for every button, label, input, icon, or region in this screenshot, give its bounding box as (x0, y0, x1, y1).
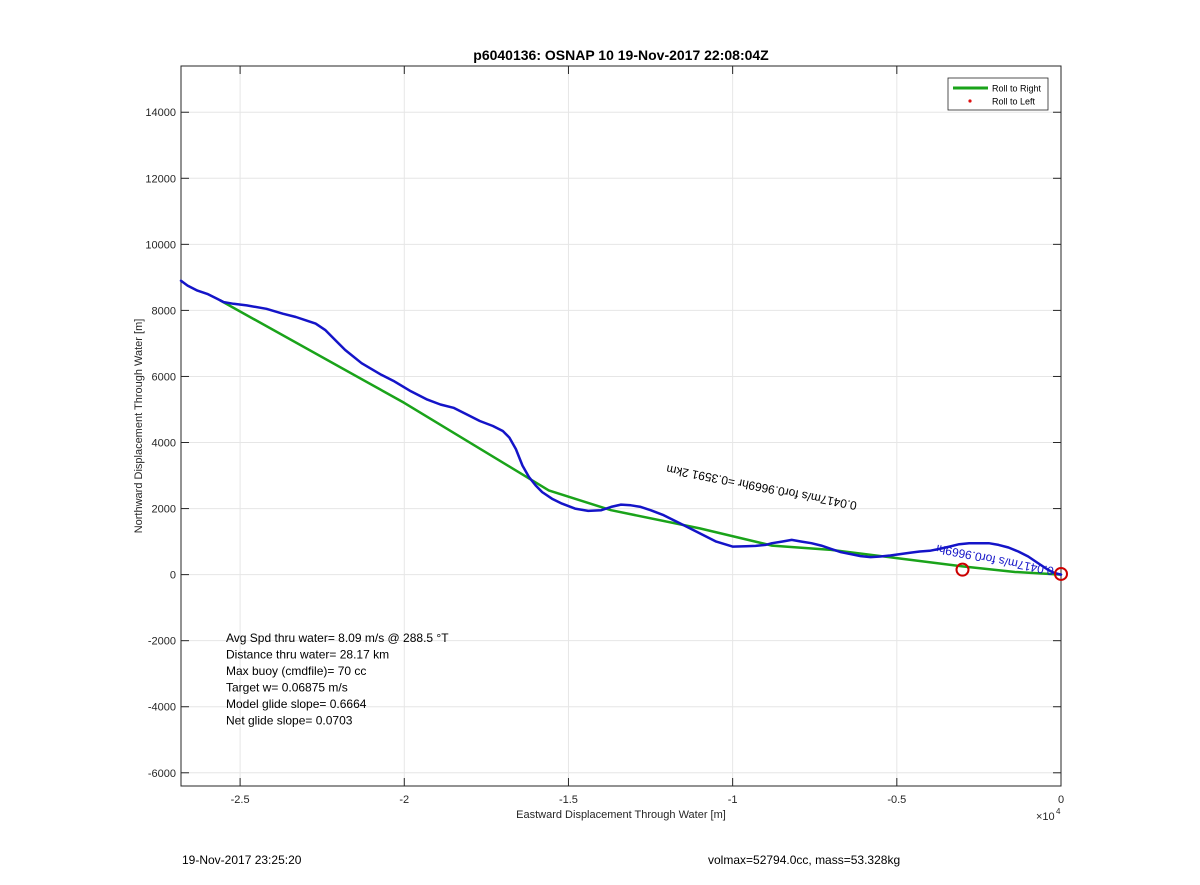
y-tick-label: -2000 (148, 636, 176, 648)
y-tick-label: 2000 (152, 504, 176, 516)
annotation-label: 0.0417m/s for0.9669hr =0.3591 2km (665, 462, 858, 513)
stats-line: Target w= 0.06875 m/s (226, 681, 348, 695)
axis-ticks: -2.5 -2 -1.5 -1 -0.5 0 -6000 -4000 -2000 0 2000 400… (145, 66, 1064, 806)
grid-lines (181, 66, 1062, 786)
footer-volmax-mass: volmax=52794.0cc, mass=53.328kg (708, 853, 901, 867)
stats-line: Max buoy (cmdfile)= 70 cc (226, 664, 366, 678)
y-tick-label: 8000 (152, 305, 176, 317)
marker-circle (1054, 566, 1068, 581)
series-line-trajectory (179, 279, 1063, 576)
x-tick-label: 0 (1058, 794, 1064, 806)
x-axis-exponent: ×10 4 (1036, 807, 1061, 823)
y-axis-label: Northward Displacement Through Water [m] (133, 319, 145, 534)
legend-label: Roll to Left (992, 97, 1036, 107)
y-tick-label: 10000 (145, 239, 176, 251)
legend-label: Roll to Right (992, 84, 1042, 94)
y-tick-label: -6000 (148, 768, 176, 780)
series-line-roll-right (219, 299, 1063, 576)
stats-text-block: Avg Spd thru water= 8.09 m/s @ 288.5 °T D… (226, 631, 449, 728)
annotation-group: 0.0417m/s for0.9669hr =0.3591 2km 0.0417m… (665, 462, 1055, 578)
marker-group (955, 562, 1068, 581)
x-tick-label: -1.5 (559, 794, 578, 806)
y-tick-label: 6000 (152, 371, 176, 383)
footer-timestamp: 19-Nov-2017 23:25:20 (182, 853, 302, 867)
annotation-label: 0.0417m/s for0.9669hr (934, 541, 1055, 578)
x-exponent-base: ×10 (1036, 811, 1055, 823)
y-tick-label: 4000 (152, 438, 176, 450)
chart-title: p6040136: OSNAP 10 19-Nov-2017 22:08:04Z (473, 47, 769, 63)
y-tick-label: 14000 (145, 107, 176, 119)
stats-line: Distance thru water= 28.17 km (226, 648, 389, 662)
y-tick-label: 12000 (145, 173, 176, 185)
marker-circle (955, 562, 970, 577)
legend: Roll to Right Roll to Left (947, 77, 1049, 111)
x-tick-label: -2.5 (231, 794, 250, 806)
y-tick-label: 0 (170, 570, 176, 582)
x-exponent-power: 4 (1056, 807, 1061, 816)
x-tick-label: -0.5 (887, 794, 906, 806)
stats-line: Net glide slope= 0.0703 (226, 714, 353, 728)
legend-box (947, 77, 1049, 111)
x-tick-label: -2 (399, 794, 409, 806)
x-tick-label: -1 (728, 794, 738, 806)
series-group (179, 279, 1063, 576)
plot-area-frame (180, 65, 1062, 787)
stats-line: Model glide slope= 0.6664 (226, 697, 367, 711)
legend-swatch-dot (968, 99, 972, 103)
y-tick-label: -4000 (148, 702, 176, 714)
x-axis-label: Eastward Displacement Through Water [m] (516, 809, 726, 821)
stats-line: Avg Spd thru water= 8.09 m/s @ 288.5 °T (226, 631, 449, 645)
